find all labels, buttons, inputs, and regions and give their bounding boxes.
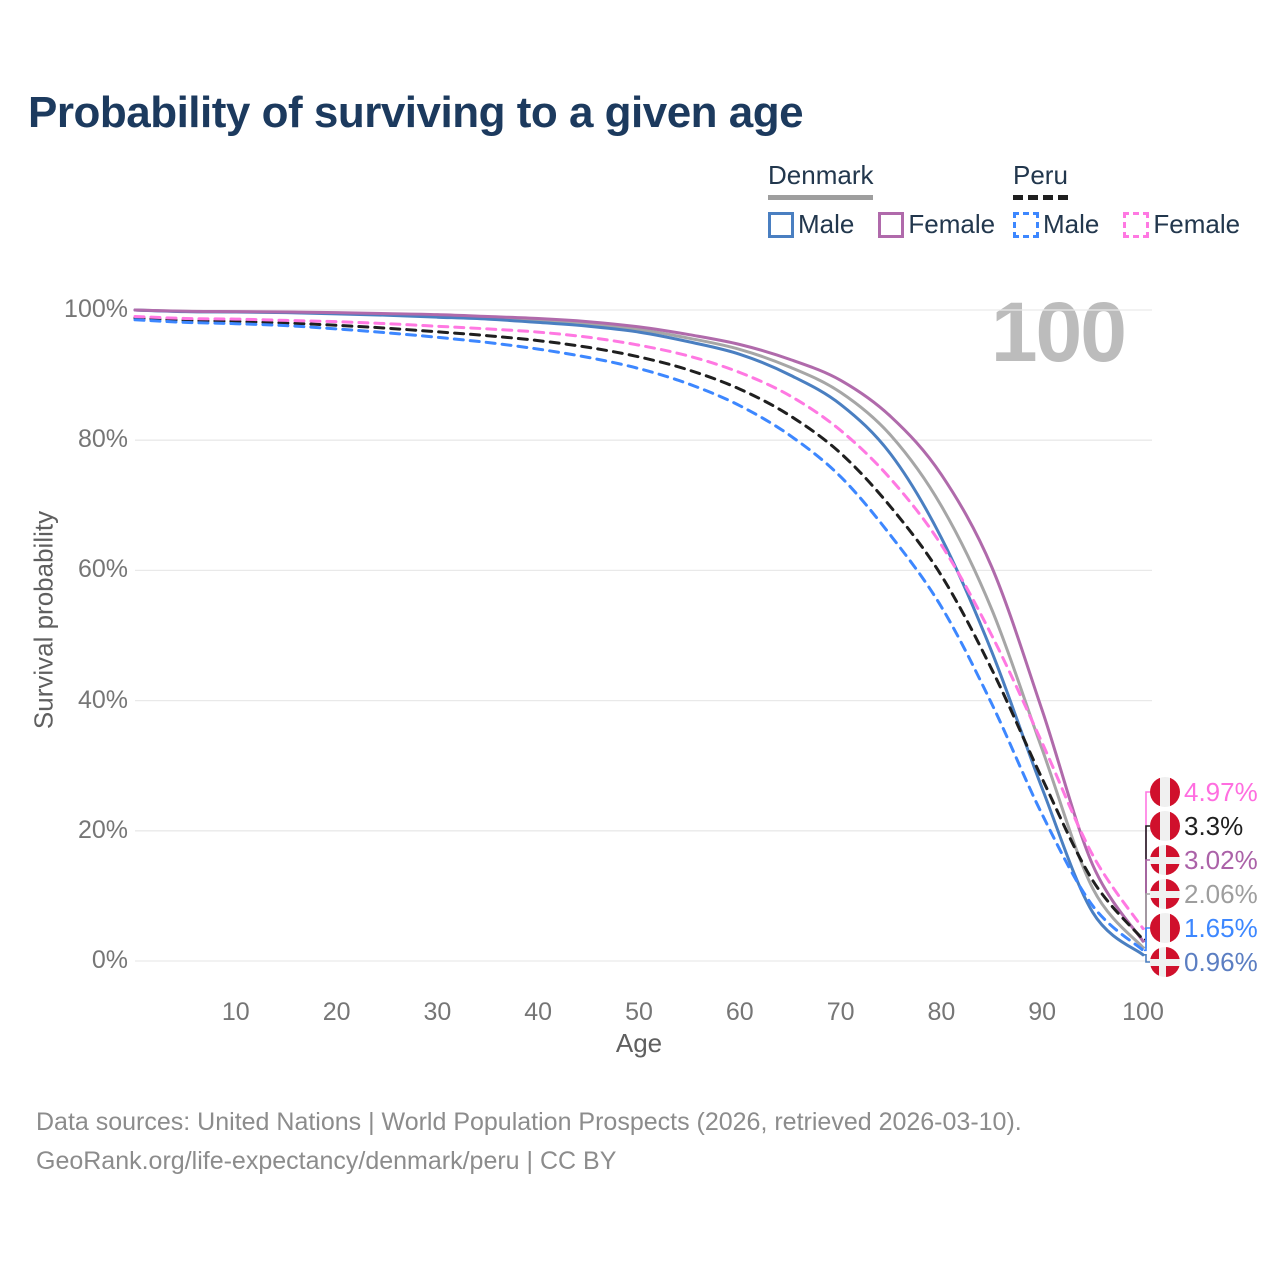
legend-item-denmark-female[interactable]: Female	[878, 209, 995, 240]
legend-peru-header[interactable]: Peru	[1013, 160, 1068, 200]
x-tick-label-70: 70	[826, 998, 855, 1026]
series-line-peru-female[interactable]	[133, 315, 1145, 931]
legend-item-peru-male[interactable]: Male	[1013, 209, 1099, 240]
end-label-value: 3.02%	[1184, 844, 1258, 875]
peru-male-checkbox-icon[interactable]	[1013, 211, 1039, 238]
end-label-leader-denmark-male	[1144, 954, 1150, 963]
y-tick-label-20: 20%	[77, 815, 128, 844]
end-label-value: 0.96%	[1184, 946, 1258, 977]
x-tick-label-10: 10	[221, 998, 250, 1026]
end-label-row-peru-female: 4.97%	[1150, 776, 1258, 808]
y-tick-label-40: 40%	[77, 685, 128, 714]
end-label-value: 1.65%	[1184, 912, 1258, 943]
hovered-age-watermark: 100	[990, 285, 1127, 379]
legend-group-peru: Peru Male Female	[1013, 160, 1264, 240]
end-label-row-denmark: 2.06%	[1150, 878, 1258, 910]
x-tick-label-90: 90	[1028, 998, 1057, 1026]
y-tick-label-60: 60%	[77, 555, 128, 584]
x-tick-label-80: 80	[927, 998, 956, 1026]
legend-item-label: Female	[908, 209, 996, 239]
x-tick-label-50: 50	[625, 998, 653, 1026]
denmark-flag-icon	[1150, 947, 1180, 977]
page-title: Probability of surviving to a given age	[28, 88, 804, 137]
denmark-female-checkbox-icon[interactable]	[878, 211, 905, 238]
peru-flag-icon	[1150, 777, 1180, 807]
y-tick-label-0: 0%	[91, 946, 128, 974]
end-label-value: 3.3%	[1184, 810, 1244, 841]
denmark-flag-icon	[1150, 845, 1180, 875]
end-label-leader-denmark	[1144, 893, 1150, 949]
legend-item-peru-female[interactable]: Female	[1123, 209, 1240, 240]
footer-attribution: GeoRank.org/life-expectancy/denmark/peru…	[36, 1147, 617, 1175]
series-line-peru[interactable]	[133, 316, 1145, 941]
x-tick-label-40: 40	[524, 998, 553, 1026]
end-label-value: 2.06%	[1184, 878, 1258, 909]
legend-item-label: Female	[1153, 209, 1241, 239]
x-axis-title: Age	[615, 1028, 663, 1058]
denmark-flag-icon	[1150, 879, 1180, 909]
x-tick-label-20: 20	[322, 998, 351, 1026]
denmark-male-checkbox-icon[interactable]	[768, 211, 794, 238]
legend-item-denmark-male[interactable]: Male	[768, 209, 854, 240]
legend-item-label: Male	[1043, 209, 1100, 239]
x-tick-label-100: 100	[1122, 998, 1164, 1026]
x-tick-label-60: 60	[725, 998, 754, 1026]
end-label-row-denmark-male: 0.96%	[1150, 946, 1258, 978]
peru-female-checkbox-icon[interactable]	[1123, 211, 1150, 238]
end-label-value: 4.97%	[1184, 776, 1258, 807]
end-label-leader-peru-male	[1144, 927, 1150, 952]
series-line-denmark[interactable]	[133, 308, 1145, 950]
series-line-peru-male[interactable]	[133, 318, 1145, 952]
legend-item-label: Male	[798, 209, 855, 239]
end-label-row-peru: 3.3%	[1150, 810, 1243, 842]
y-tick-label-80: 80%	[77, 425, 128, 454]
y-tick-label-100: 100%	[64, 295, 128, 323]
footer-data-sources: Data sources: United Nations | World Pop…	[36, 1108, 1022, 1136]
legend: Denmark Male Female Peru Male Female	[0, 160, 1280, 250]
peru-flag-icon	[1150, 913, 1180, 943]
end-label-row-denmark-female: 3.02%	[1150, 844, 1258, 876]
series-line-denmark-female[interactable]	[133, 308, 1145, 943]
legend-group-denmark: Denmark Male Female	[768, 160, 1019, 240]
peru-flag-icon	[1150, 811, 1180, 841]
legend-denmark-header[interactable]: Denmark	[768, 160, 874, 200]
end-label-row-peru-male: 1.65%	[1150, 912, 1258, 944]
x-tick-label-30: 30	[423, 998, 452, 1026]
